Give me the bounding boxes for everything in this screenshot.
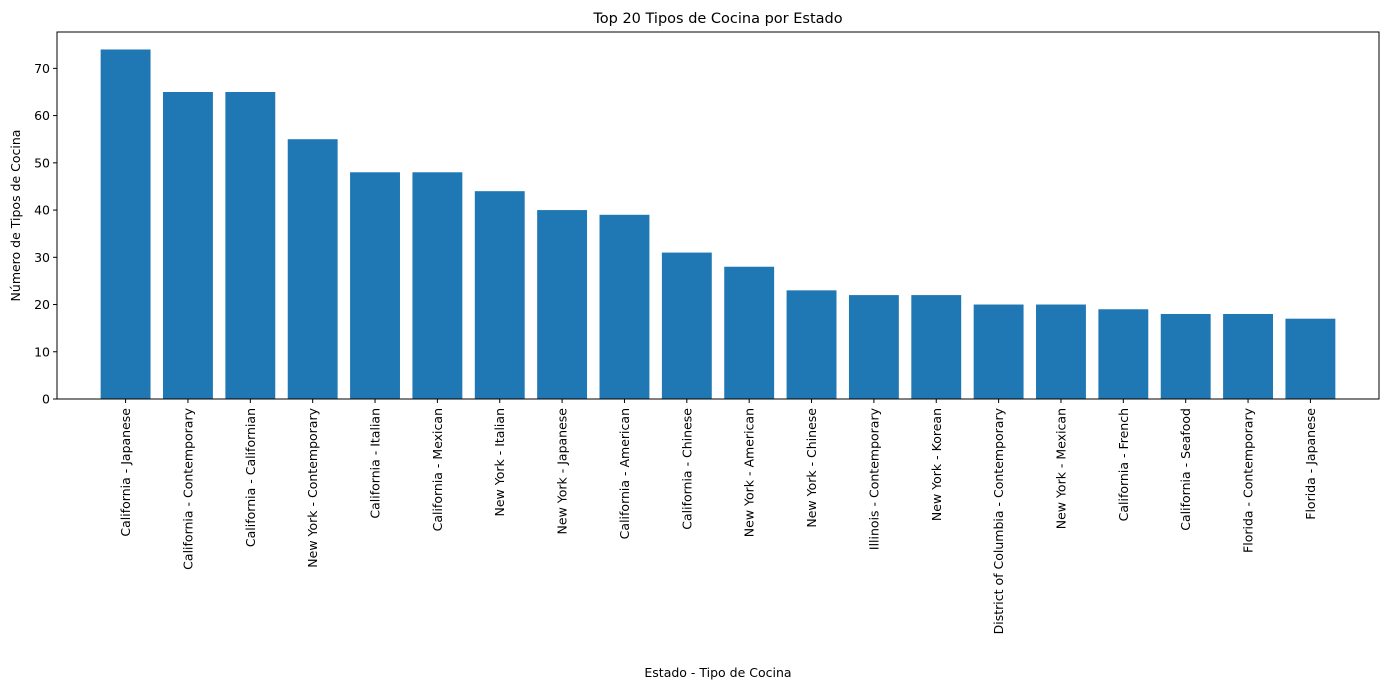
y-tick-label: 20 [34, 297, 50, 312]
y-tick-label: 10 [34, 344, 50, 359]
x-tick-label: California - American [617, 408, 632, 539]
bar [350, 172, 400, 399]
x-tick-label: California - Californian [243, 408, 258, 547]
bar [724, 266, 775, 399]
y-tick-label: 50 [34, 155, 50, 170]
bar [225, 91, 276, 400]
bar [163, 91, 213, 400]
bar [1036, 304, 1086, 399]
x-tick-label: New York - Korean [929, 408, 944, 521]
bar [412, 172, 463, 399]
x-axis: California - Japanese California - Contem… [118, 399, 1318, 634]
bar [474, 191, 525, 399]
x-tick-label: Illinois - Contemporary [866, 407, 881, 550]
bar [973, 304, 1024, 399]
bar [100, 49, 151, 399]
y-tick-label: 40 [34, 203, 50, 218]
x-tick-label: New York - Chinese [804, 408, 819, 528]
bar [1285, 318, 1336, 399]
y-tick-label: 70 [34, 61, 50, 76]
bars [100, 49, 1336, 400]
x-tick-label: New York - Contemporary [305, 407, 320, 567]
x-tick-label: New York - Mexican [1053, 408, 1068, 529]
y-tick-label: 0 [42, 392, 50, 407]
x-axis-label: Estado - Tipo de Cocina [644, 665, 791, 680]
bar [1098, 309, 1149, 399]
x-tick-label: California - Chinese [679, 408, 694, 530]
x-tick-label: California - Contemporary [180, 407, 195, 569]
bar [661, 252, 712, 399]
x-tick-label: New York - Italian [492, 408, 507, 516]
x-tick-label: California - Italian [368, 408, 383, 519]
bar [911, 295, 962, 399]
x-tick-label: California - Japanese [118, 408, 133, 537]
plot-frame [56, 31, 1380, 400]
bar [786, 290, 837, 399]
x-tick-label: California - Mexican [430, 408, 445, 531]
chart-title: Top 20 Tipos de Cocina por Estado [592, 11, 842, 27]
bar [1160, 313, 1211, 399]
bar [287, 139, 338, 399]
y-tick-label: 30 [34, 250, 50, 265]
bar [1223, 313, 1273, 399]
y-axis: 0 10 20 30 40 50 60 70 [34, 61, 57, 407]
x-tick-label: New York - Japanese [555, 408, 570, 535]
x-tick-label: District of Columbia - Contemporary [991, 407, 1006, 634]
x-tick-label: Florida - Contemporary [1241, 407, 1256, 553]
bar [599, 214, 650, 399]
x-tick-label: California - Seafood [1178, 408, 1193, 531]
y-axis-label: Número de Tipos de Cocina [8, 130, 23, 302]
y-tick-label: 60 [34, 108, 50, 123]
bar [537, 210, 588, 399]
x-tick-label: California - French [1116, 408, 1131, 521]
bar [848, 295, 899, 399]
x-tick-label: Florida - Japanese [1303, 408, 1318, 520]
x-tick-label: New York - American [742, 408, 757, 537]
